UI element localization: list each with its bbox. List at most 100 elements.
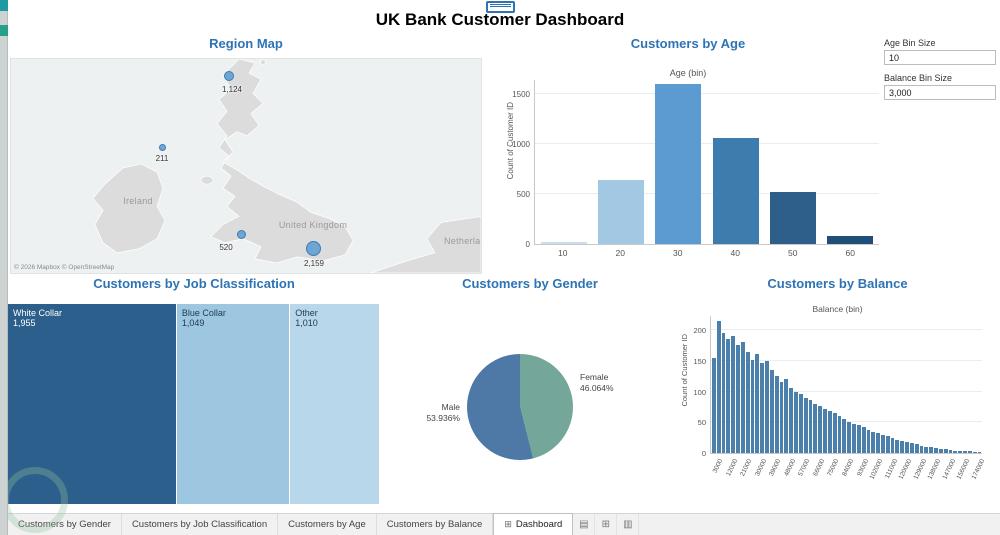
presentation-grid-icon[interactable] [486, 1, 515, 13]
customers-by-gender-panel: Customers by Gender Female 46.064% Male … [390, 276, 670, 504]
tab-customers-by-job-classification[interactable]: Customers by Job Classification [122, 514, 279, 535]
age-bar-50[interactable] [769, 192, 816, 244]
tab-label: Customers by Age [288, 519, 366, 530]
balance-bar[interactable] [779, 381, 784, 453]
balance-bin-size-input[interactable]: 3,000 [884, 85, 996, 100]
balance-bar[interactable] [740, 342, 745, 453]
balance-bar[interactable] [726, 338, 731, 453]
balance-bar[interactable] [852, 423, 856, 453]
balance-bar[interactable] [813, 403, 818, 453]
age-bar-10[interactable] [540, 241, 587, 244]
balance-bar[interactable] [789, 388, 794, 453]
map-bubble-scotland[interactable] [224, 71, 234, 81]
balance-bar[interactable] [750, 360, 755, 453]
balance-bar[interactable] [909, 443, 914, 453]
balance-bar[interactable] [774, 375, 779, 453]
balance-bar[interactable] [924, 446, 929, 453]
map-landmass [92, 59, 481, 273]
balance-bar[interactable] [736, 345, 740, 453]
balance-bar[interactable] [755, 354, 760, 453]
balance-bar[interactable] [823, 408, 827, 453]
balance-bar[interactable] [861, 427, 866, 453]
map-bubble-wales[interactable] [237, 230, 246, 239]
age-bin-axis-label: Age (bin) [669, 68, 707, 78]
treemap-tile-value: 1,049 [181, 318, 205, 328]
age-y-tick-label: 1500 [512, 90, 530, 99]
balance-bar[interactable] [856, 425, 861, 453]
balance-bar[interactable] [914, 444, 919, 453]
customers-by-job-title: Customers by Job Classification [93, 276, 295, 291]
balance-bar[interactable] [842, 418, 847, 453]
parameter-controls: Age Bin Size 10 Balance Bin Size 3,000 [884, 38, 996, 108]
balance-bar[interactable] [938, 448, 943, 453]
balance-bar[interactable] [769, 369, 774, 453]
balance-bar[interactable] [798, 394, 803, 453]
tab-customers-by-balance[interactable]: Customers by Balance [377, 514, 494, 535]
balance-bar[interactable] [900, 440, 905, 453]
treemap-tile-white-collar[interactable]: White Collar 1,955 [8, 304, 177, 504]
female-pct-text: 46.064% [580, 383, 614, 393]
balance-bin-size-label: Balance Bin Size [884, 73, 953, 83]
new-dashboard-button[interactable]: ⊞ [595, 514, 618, 535]
balance-bar[interactable] [818, 406, 823, 453]
balance-bar[interactable] [958, 450, 963, 453]
balance-bar[interactable] [832, 413, 837, 453]
balance-bar[interactable] [794, 391, 798, 453]
balance-bar[interactable] [895, 439, 900, 453]
balance-bar[interactable] [837, 416, 842, 453]
balance-bar[interactable] [731, 336, 736, 453]
treemap-tile-blue-collar[interactable]: Blue Collar 1,049 [176, 304, 291, 504]
age-bar-20[interactable] [597, 180, 644, 244]
map-bubble-england[interactable] [306, 241, 321, 256]
map-bubble-northern-ireland[interactable] [159, 144, 166, 151]
balance-bar[interactable] [808, 400, 813, 453]
balance-bar[interactable] [905, 441, 909, 453]
tab-customers-by-age[interactable]: Customers by Age [278, 514, 377, 535]
balance-bar[interactable] [963, 451, 967, 453]
age-bin-size-input[interactable]: 10 [884, 50, 996, 65]
balance-bar[interactable] [721, 332, 726, 453]
age-bar-60[interactable] [827, 236, 874, 244]
balance-bar[interactable] [803, 397, 808, 453]
balance-bar[interactable] [765, 361, 769, 453]
age-bin-size-parameter: Age Bin Size 10 [884, 38, 996, 65]
map-bubble-scotland-label: 1,124 [221, 85, 243, 94]
new-story-button[interactable]: ▥ [617, 514, 640, 535]
region-map[interactable]: 1,124 211 520 2,159 Ireland United Kingd… [10, 58, 482, 274]
balance-bar[interactable] [876, 433, 880, 453]
balance-bar[interactable] [967, 451, 972, 453]
balance-bar[interactable] [784, 379, 789, 453]
balance-gridline [711, 421, 982, 423]
balance-bar[interactable] [929, 447, 934, 453]
balance-bar[interactable] [953, 450, 958, 453]
treemap-tile-other[interactable]: Other 1,010 [290, 304, 380, 504]
age-bar-30[interactable] [655, 84, 702, 244]
balance-bar[interactable] [827, 411, 832, 453]
balance-bar[interactable] [977, 451, 982, 453]
gender-pie-chart[interactable] [467, 354, 573, 460]
new-worksheet-button[interactable]: ▤ [573, 514, 596, 535]
balance-bar[interactable] [716, 321, 721, 453]
balance-bar[interactable] [866, 429, 871, 453]
age-bin-size-label: Age Bin Size [884, 38, 936, 48]
balance-bar[interactable] [880, 434, 885, 453]
balance-bar[interactable] [760, 363, 765, 453]
balance-bar[interactable] [885, 436, 890, 453]
balance-bar[interactable] [919, 445, 924, 453]
balance-bar[interactable] [712, 357, 716, 453]
tab-dashboard[interactable]: ⊞ Dashboard [493, 513, 574, 535]
balance-bar[interactable] [943, 449, 948, 453]
male-pct-text: 53.936% [426, 413, 460, 423]
age-x-tick-label: 20 [615, 248, 625, 258]
balance-bar[interactable] [972, 451, 977, 453]
age-gridline [535, 93, 879, 94]
balance-bar[interactable] [745, 351, 750, 453]
balance-bar[interactable] [934, 448, 938, 453]
balance-bar[interactable] [871, 431, 876, 453]
tab-customers-by-gender[interactable]: Customers by Gender [8, 514, 122, 535]
age-bar-40[interactable] [712, 138, 759, 244]
balance-bar[interactable] [890, 437, 895, 453]
balance-bar[interactable] [847, 422, 852, 453]
edge-accent-icon-2 [0, 25, 8, 36]
balance-bar[interactable] [948, 449, 953, 453]
